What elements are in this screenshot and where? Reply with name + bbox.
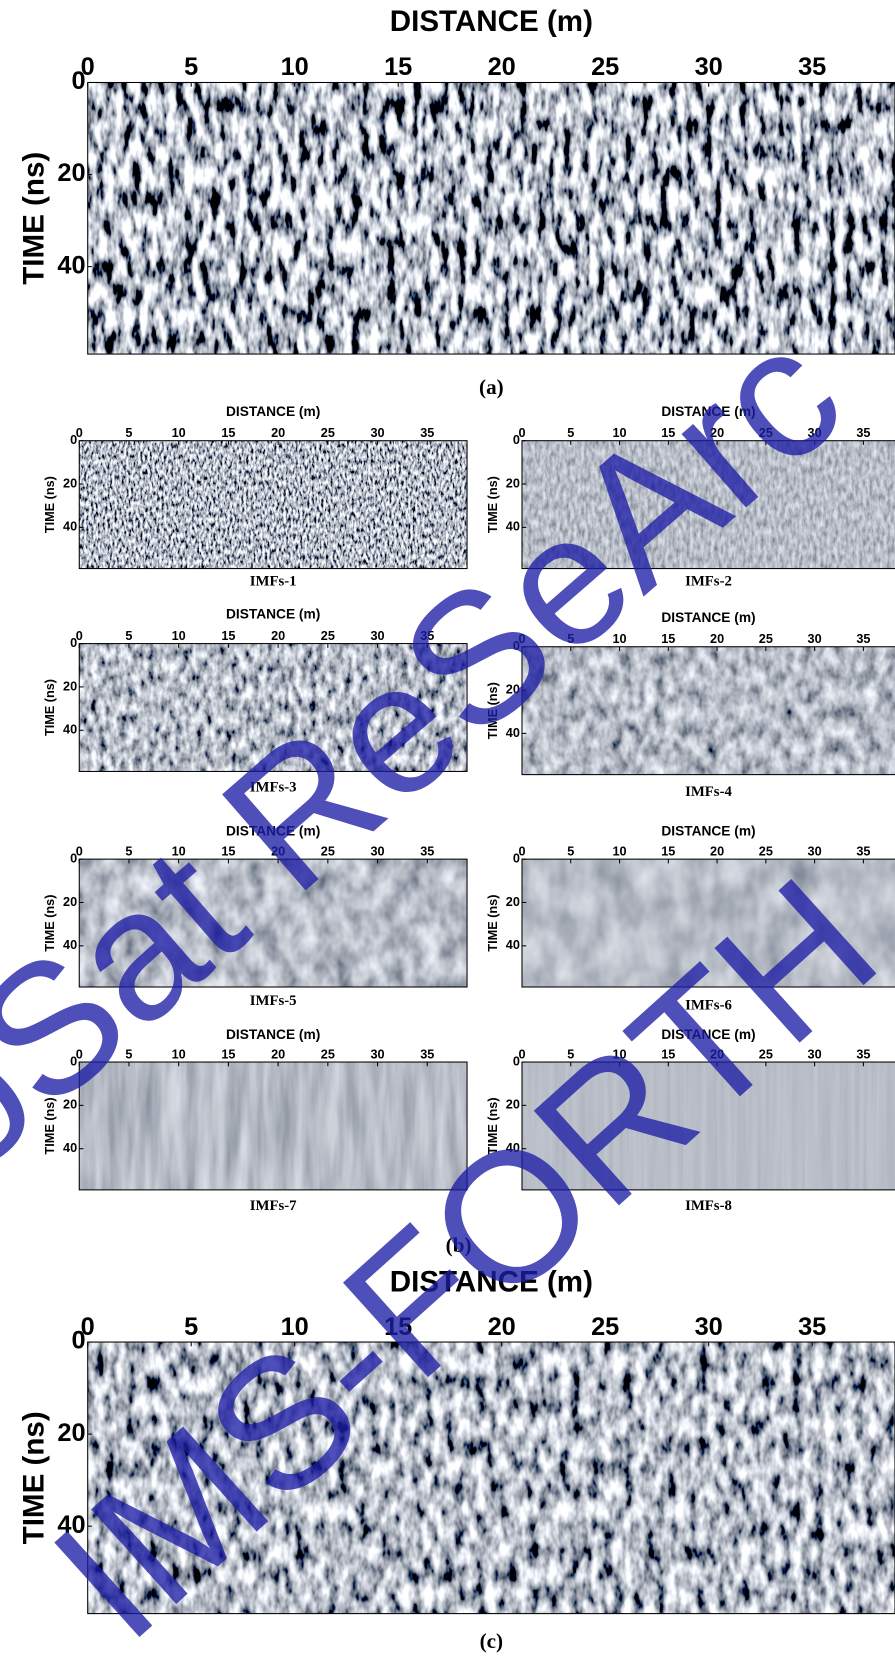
x-tick-label: 20: [271, 629, 285, 643]
x-tick-label: 30: [371, 1047, 385, 1061]
x-axis-title: DISTANCE (m): [226, 1027, 320, 1042]
panel-caption: (a): [479, 375, 504, 399]
x-axis-title: DISTANCE (m): [661, 823, 755, 838]
x-tick-label: 25: [321, 629, 335, 643]
x-tick-label: 25: [321, 426, 335, 440]
x-tick-label: 30: [808, 845, 822, 859]
x-tick-label: 35: [798, 1313, 826, 1341]
x-tick-label: 35: [856, 632, 870, 646]
y-tick-label: 0: [70, 433, 77, 447]
y-tick-label: 0: [513, 851, 520, 865]
x-tick-label: 25: [591, 1313, 619, 1341]
y-axis-title: TIME (ns): [18, 152, 51, 285]
x-tick-label: 15: [384, 53, 412, 81]
y-tick-label: 0: [513, 1054, 520, 1068]
x-tick-label: 35: [798, 53, 826, 81]
x-tick-label: 30: [695, 1313, 723, 1341]
x-tick-label: 35: [420, 426, 434, 440]
y-tick-label: 40: [63, 723, 77, 737]
x-tick-label: 15: [221, 426, 235, 440]
y-tick-label: 20: [63, 679, 77, 693]
x-tick-label: 10: [612, 845, 626, 859]
x-tick-label: 25: [591, 53, 619, 81]
panel-caption: IMFs-8: [685, 1198, 732, 1214]
panel-caption: IMFs-5: [250, 993, 297, 1009]
y-tick-label: 20: [57, 1419, 85, 1447]
panel-caption: IMFs-1: [250, 574, 297, 590]
y-tick-label: 40: [57, 251, 85, 279]
panel-caption: (c): [480, 1629, 503, 1653]
x-tick-label: 35: [856, 1047, 870, 1061]
x-tick-label: 10: [172, 426, 186, 440]
panel-caption: IMFs-7: [250, 1198, 297, 1214]
x-tick-label: 5: [184, 53, 198, 81]
y-tick-label: 40: [63, 520, 77, 534]
x-tick-label: 15: [661, 845, 675, 859]
y-tick-label: 20: [506, 895, 520, 909]
x-tick-label: 5: [567, 845, 574, 859]
y-tick-label: 0: [513, 433, 520, 447]
x-tick-label: 35: [420, 845, 434, 859]
y-tick-label: 20: [57, 159, 85, 187]
page: DISTANCE (m) TIME (ns) (a) 0 5 10 15 20 25 30 35 0 2…: [0, 0, 895, 1657]
x-tick-label: 30: [695, 53, 723, 81]
panel-caption: IMFs-4: [685, 784, 732, 800]
x-tick-label: 20: [488, 53, 516, 81]
x-tick-label: 20: [710, 632, 724, 646]
x-tick-label: 15: [221, 629, 235, 643]
x-tick-label: 10: [281, 53, 309, 81]
y-axis-title: TIME (ns): [43, 476, 57, 533]
x-tick-label: 20: [710, 845, 724, 859]
x-tick-label: 15: [661, 632, 675, 646]
x-axis-title: DISTANCE (m): [226, 607, 320, 622]
panel: DISTANCE (m) TIME (ns) IMFs-1 0 5 10 15 20 25 30 3…: [43, 404, 467, 590]
x-tick-label: 25: [321, 1047, 335, 1061]
x-tick-label: 35: [856, 845, 870, 859]
y-tick-label: 0: [70, 636, 77, 650]
radargram: [88, 82, 895, 354]
x-tick-label: 25: [759, 632, 773, 646]
x-tick-label: 5: [184, 1313, 198, 1341]
x-tick-label: 35: [420, 1047, 434, 1061]
y-tick-label: 40: [506, 938, 520, 952]
y-tick-label: 0: [71, 67, 85, 95]
figure: DISTANCE (m) TIME (ns) (a) 0 5 10 15 20 25 30 35 0 2…: [0, 0, 895, 1657]
x-tick-label: 5: [125, 426, 132, 440]
y-tick-label: 0: [71, 1327, 85, 1355]
x-tick-label: 5: [125, 629, 132, 643]
y-tick-label: 20: [63, 476, 77, 490]
x-tick-label: 15: [221, 1047, 235, 1061]
y-tick-label: 0: [70, 851, 77, 865]
x-tick-label: 10: [172, 629, 186, 643]
x-axis-title: DISTANCE (m): [226, 404, 320, 419]
y-axis-title: TIME (ns): [43, 679, 57, 736]
x-tick-label: 20: [271, 1047, 285, 1061]
x-tick-label: 20: [271, 426, 285, 440]
x-tick-label: 30: [808, 632, 822, 646]
radargram: [79, 441, 467, 569]
y-axis-title: TIME (ns): [486, 895, 500, 952]
x-axis-title: DISTANCE (m): [390, 5, 593, 38]
x-tick-label: 30: [371, 426, 385, 440]
